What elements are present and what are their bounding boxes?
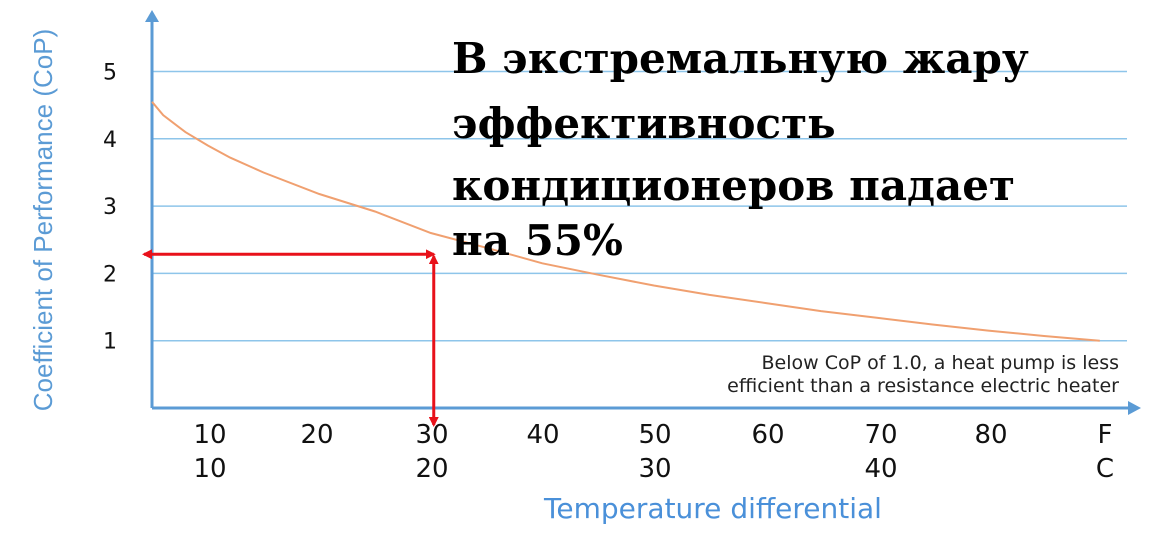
x-tick-label-f-7: 70	[864, 420, 897, 450]
note-line-2: efficient than a resistance electric hea…	[727, 375, 1119, 397]
x-tick-label-f-3: 30	[415, 420, 448, 450]
x-tick-label-f-1: 10	[193, 420, 226, 450]
y-tick-labels: 1 2 3 4 5	[103, 61, 117, 355]
headline-line-2: эффективность	[452, 99, 836, 148]
y-tick-label-1: 1	[103, 330, 117, 355]
y-axis-arrowhead	[145, 10, 159, 22]
x-tick-label-c-5: C	[1096, 454, 1114, 484]
x-tick-label-f-8: 80	[974, 420, 1007, 450]
x-tick-label-f-6: 60	[751, 420, 784, 450]
y-tick-label-3: 3	[103, 195, 117, 220]
x-tick-label-c-1: 10	[193, 454, 226, 484]
x-tick-labels-celsius: 10 20 30 40 C	[193, 454, 1114, 484]
x-tick-label-f-2: 20	[300, 420, 333, 450]
y-tick-label-2: 2	[103, 262, 117, 287]
y-tick-label-5: 5	[103, 61, 117, 86]
headline-line-3: кондиционеров падает	[452, 161, 1015, 210]
note-annotation: Below CoP of 1.0, a heat pump is less ef…	[727, 352, 1119, 397]
x-tick-labels-fahrenheit: 10 20 30 40 50 60 70 80 F	[193, 420, 1112, 450]
headline-annotation: В экстремальную жару эффективность конди…	[452, 34, 1029, 265]
y-axis-label: Coefficient of Performance (CoP)	[28, 29, 58, 411]
x-tick-label-c-3: 30	[638, 454, 671, 484]
axes	[145, 10, 1141, 415]
x-tick-label-c-4: 40	[864, 454, 897, 484]
x-axis-arrowhead	[1128, 401, 1141, 415]
x-axis-label: Temperature differential	[543, 492, 882, 525]
x-tick-label-f-4: 40	[526, 420, 559, 450]
x-tick-label-f-5: 50	[638, 420, 671, 450]
y-tick-label-4: 4	[103, 128, 117, 153]
x-tick-label-f-9: F	[1098, 420, 1113, 450]
headline-line-4: на 55%	[452, 216, 623, 265]
note-line-1: Below CoP of 1.0, a heat pump is less	[762, 352, 1119, 374]
x-tick-label-c-2: 20	[415, 454, 448, 484]
cop-curve	[151, 101, 1100, 342]
headline-line-1: В экстремальную жару	[452, 34, 1029, 83]
gridlines	[152, 70, 1127, 342]
